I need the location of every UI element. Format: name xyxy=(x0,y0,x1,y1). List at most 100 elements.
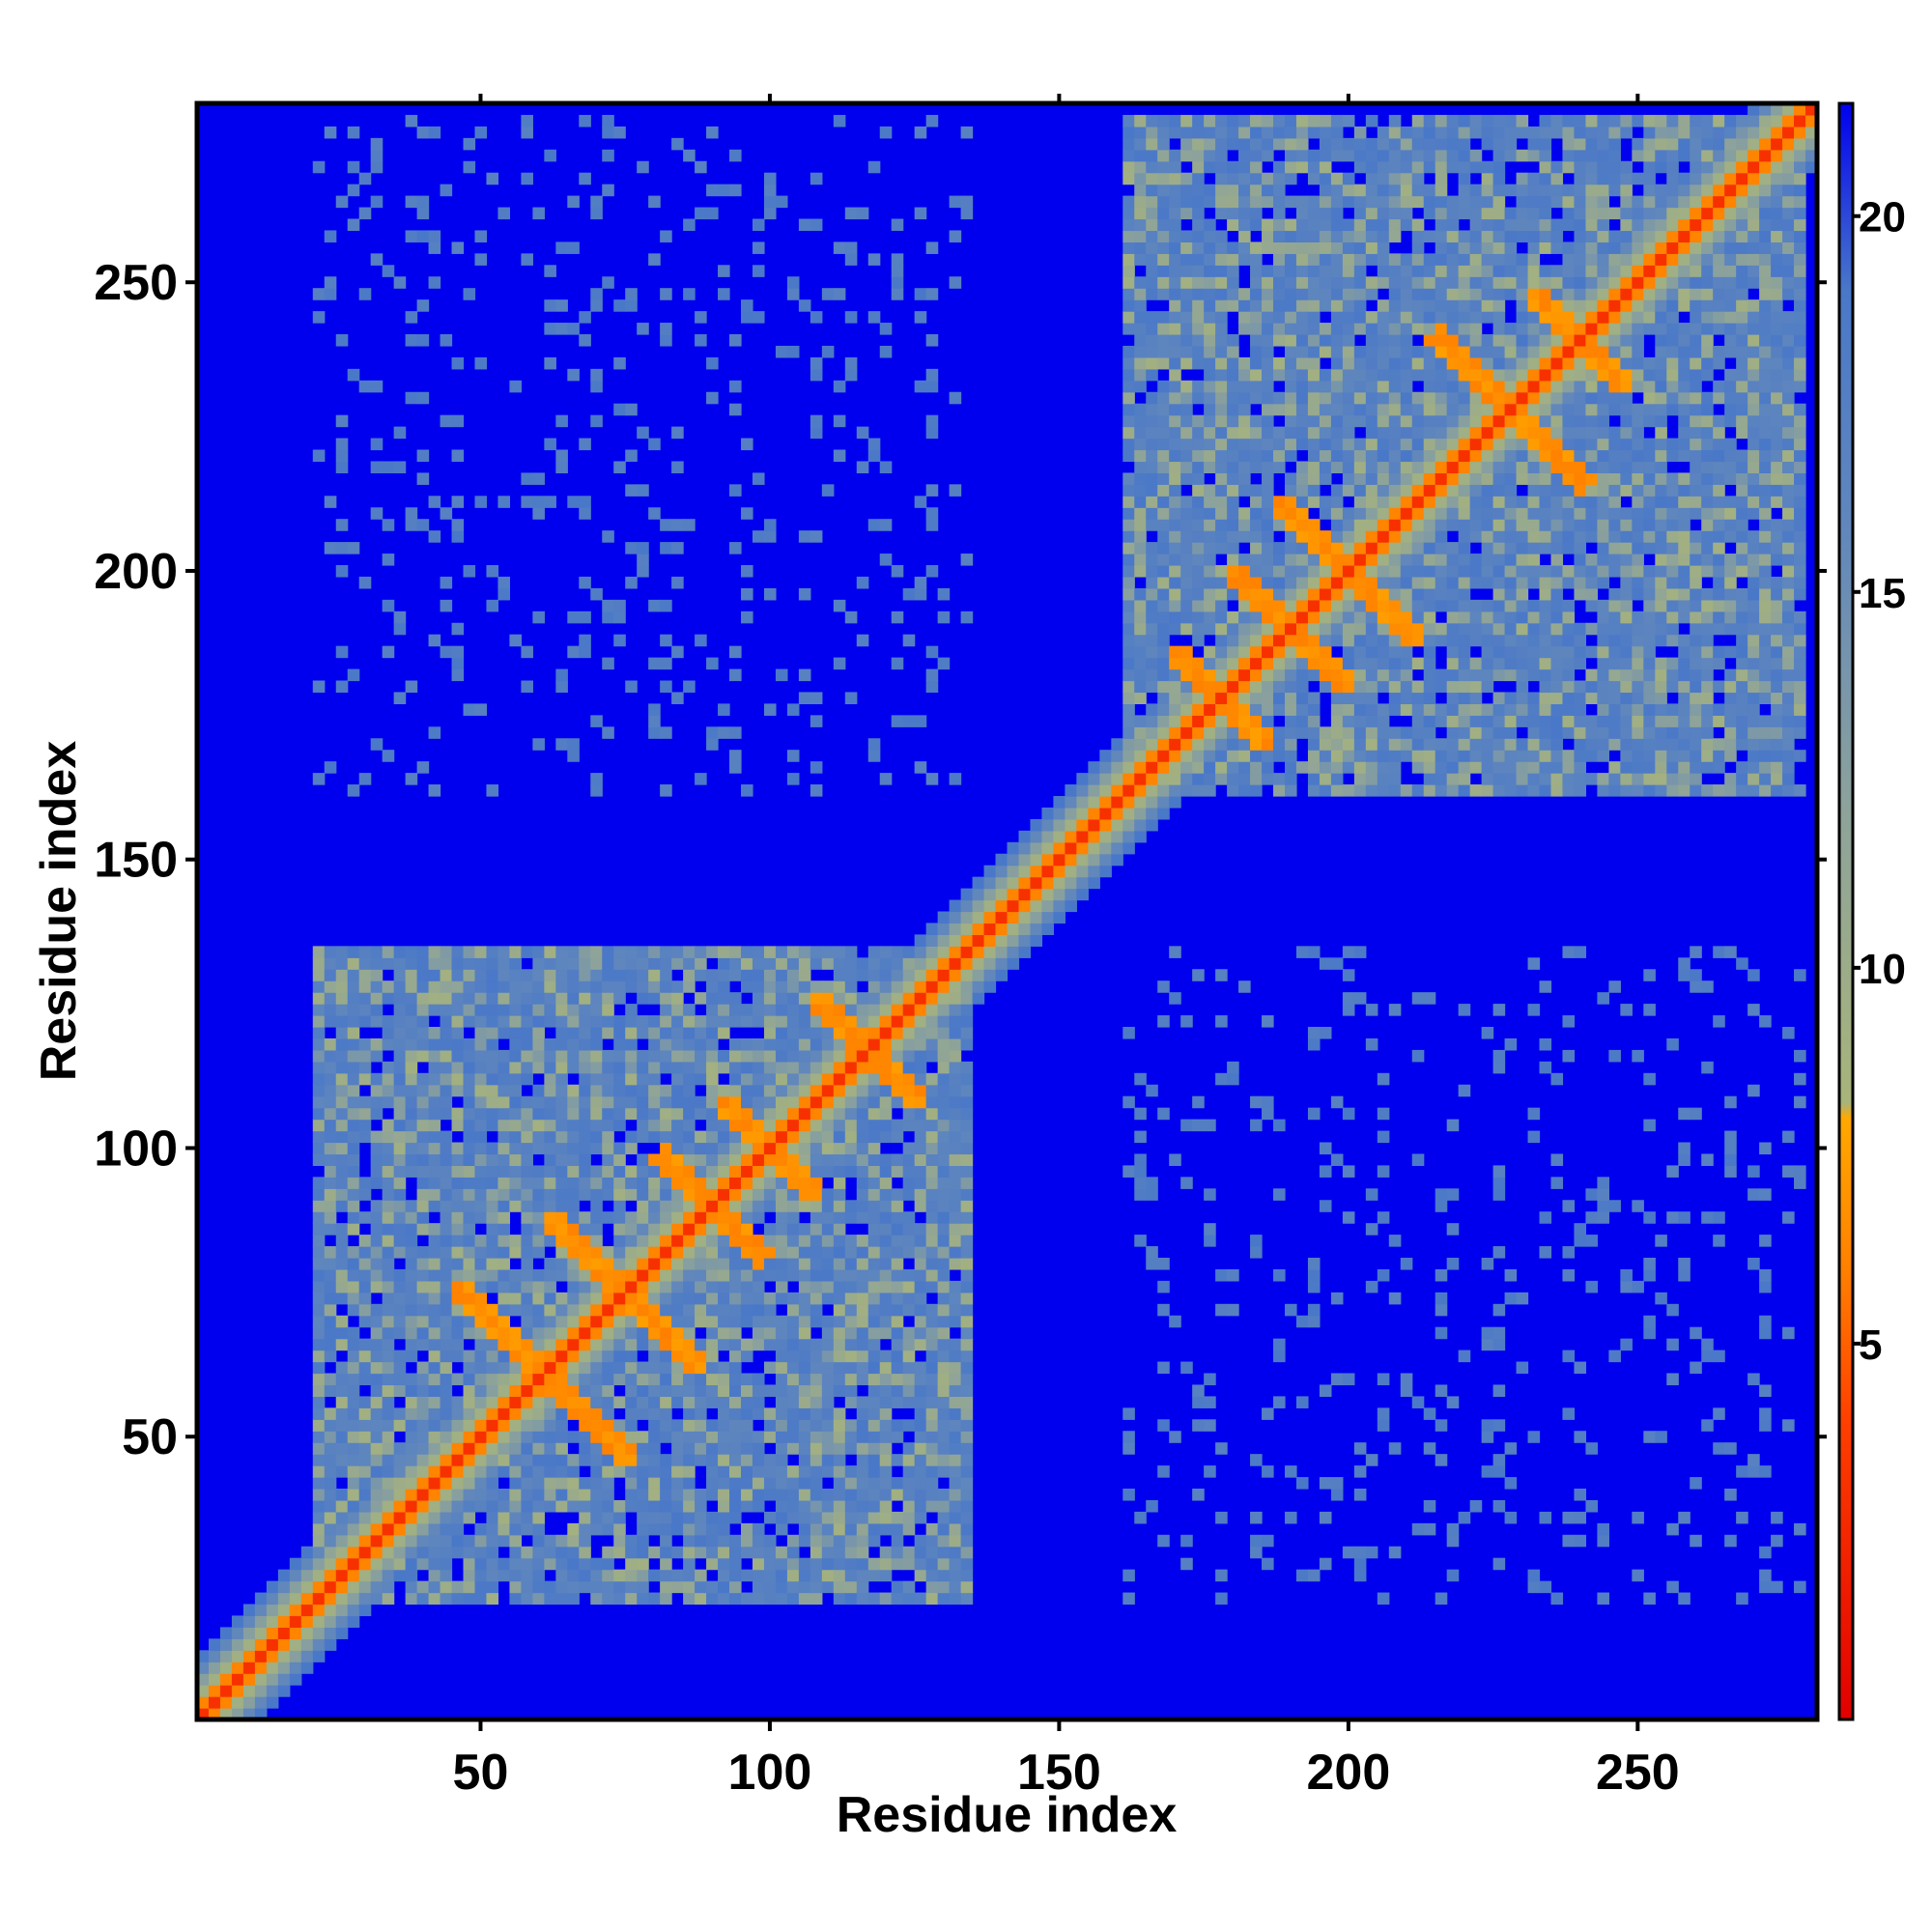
heatmap-cell xyxy=(844,1246,858,1259)
heatmap-cell xyxy=(440,507,453,520)
heatmap-cell xyxy=(752,1454,765,1466)
heatmap-cell xyxy=(1053,876,1065,890)
heatmap-cell xyxy=(1111,750,1123,762)
heatmap-cell xyxy=(1319,507,1332,520)
heatmap-cell xyxy=(1180,438,1193,451)
heatmap-cell xyxy=(671,1177,684,1189)
heatmap-cell xyxy=(544,1268,556,1282)
heatmap-cell xyxy=(937,1165,951,1178)
heatmap-cell xyxy=(1204,576,1216,589)
heatmap-cell xyxy=(393,1303,407,1317)
heatmap-cell xyxy=(960,1292,974,1305)
heatmap-cell xyxy=(1284,172,1297,185)
heatmap-cell xyxy=(960,1522,974,1536)
heatmap-cell xyxy=(891,1095,904,1109)
heatmap-cell xyxy=(579,1315,591,1328)
heatmap-cell xyxy=(1284,149,1297,162)
heatmap-cell xyxy=(1250,299,1263,312)
heatmap-cell xyxy=(1215,1442,1228,1455)
heatmap-cell xyxy=(925,1072,939,1086)
heatmap-cell xyxy=(544,1200,556,1212)
heatmap-cell xyxy=(1204,242,1216,254)
heatmap-cell xyxy=(1307,438,1321,451)
heatmap-cell xyxy=(798,1315,811,1328)
heatmap-cell xyxy=(1250,426,1263,440)
heatmap-cell xyxy=(925,1095,939,1109)
heatmap-cell xyxy=(428,1165,441,1178)
heatmap-cell xyxy=(416,1200,430,1212)
heatmap-cell xyxy=(440,1338,453,1351)
heatmap-cell xyxy=(451,946,465,958)
heatmap-cell xyxy=(1180,507,1193,520)
heatmap-cell xyxy=(335,1061,349,1074)
heatmap-cell xyxy=(786,1350,800,1363)
heatmap-cell xyxy=(752,1499,765,1513)
heatmap-cell xyxy=(637,1235,649,1247)
heatmap-cell xyxy=(914,311,927,324)
heatmap-cell xyxy=(660,230,672,242)
heatmap-cell xyxy=(648,992,661,1005)
heatmap-cell xyxy=(775,1419,788,1432)
heatmap-cell xyxy=(463,1477,476,1490)
heatmap-cell xyxy=(821,1258,835,1270)
heatmap-cell xyxy=(544,1477,556,1490)
heatmap-cell xyxy=(1169,160,1181,174)
heatmap-cell xyxy=(486,1557,499,1571)
heatmap-cell xyxy=(879,1557,893,1571)
heatmap-cell xyxy=(1238,160,1251,174)
heatmap-cell xyxy=(867,1292,881,1305)
heatmap-cell xyxy=(810,1268,823,1282)
heatmap-cell xyxy=(729,1268,742,1282)
heatmap-cell xyxy=(914,1004,927,1016)
heatmap-cell xyxy=(660,599,672,612)
heatmap-cell xyxy=(370,1384,384,1397)
heatmap-cell xyxy=(1041,923,1055,935)
heatmap-cell xyxy=(1295,576,1309,589)
heatmap-cell xyxy=(1134,761,1147,774)
heatmap-cell xyxy=(856,1546,869,1559)
heatmap-cell xyxy=(312,1592,326,1605)
heatmap-cell xyxy=(856,1315,869,1328)
heatmap-cell xyxy=(833,599,846,612)
heatmap-cell xyxy=(1169,207,1181,220)
heatmap-cell xyxy=(521,1419,533,1432)
heatmap-cell xyxy=(763,1569,777,1582)
heatmap-cell xyxy=(1122,299,1135,312)
heatmap-cell xyxy=(497,1407,511,1420)
heatmap-cell xyxy=(416,1326,430,1340)
heatmap-cell xyxy=(821,1511,835,1524)
heatmap-cell xyxy=(1319,438,1332,451)
heatmap-cell xyxy=(532,1580,545,1594)
heatmap-cell xyxy=(1007,899,1020,913)
heatmap-cell xyxy=(428,1522,441,1536)
heatmap-cell xyxy=(335,414,349,428)
heatmap-cell xyxy=(937,1303,951,1317)
heatmap-cell xyxy=(775,969,788,981)
heatmap-cell xyxy=(1262,622,1274,636)
heatmap-cell xyxy=(1215,1592,1228,1605)
heatmap-cell xyxy=(1273,1119,1286,1132)
heatmap-cell xyxy=(833,1557,846,1571)
heatmap-cell xyxy=(428,1350,441,1363)
heatmap-cell xyxy=(497,587,511,601)
heatmap-cell xyxy=(555,1188,568,1201)
heatmap-cell xyxy=(1180,565,1193,578)
heatmap-cell xyxy=(1330,957,1344,970)
heatmap-cell xyxy=(324,1107,337,1121)
heatmap-cell xyxy=(463,1258,476,1270)
heatmap-cell xyxy=(335,1315,349,1328)
heatmap-cell xyxy=(902,715,916,727)
heatmap-cell xyxy=(844,1315,858,1328)
heatmap-cell xyxy=(1122,1442,1135,1455)
heatmap-cell xyxy=(1227,576,1239,589)
heatmap-cell xyxy=(579,1004,591,1016)
heatmap-cell xyxy=(544,1061,556,1074)
heatmap-cell xyxy=(567,1303,580,1317)
heatmap-cell xyxy=(1134,784,1147,797)
heatmap-cell xyxy=(786,1258,800,1270)
heatmap-cell xyxy=(1250,449,1263,463)
heatmap-cell xyxy=(637,1119,649,1132)
heatmap-cell xyxy=(625,1580,638,1594)
heatmap-cell xyxy=(440,1200,453,1212)
heatmap-cell xyxy=(949,773,962,785)
